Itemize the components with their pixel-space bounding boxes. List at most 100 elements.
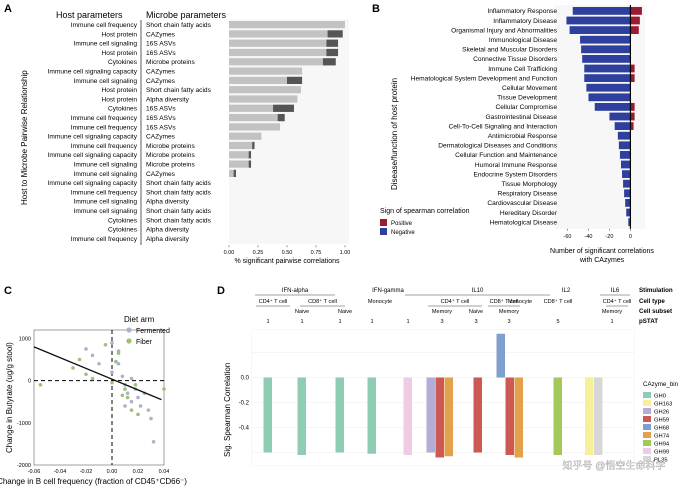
microbe-label: Alpha diversity	[146, 199, 190, 206]
panel-b-letter: B	[372, 3, 380, 15]
microbe-label: Short chain fatty acids	[146, 217, 212, 224]
legend-swatch-gh0	[643, 392, 651, 398]
bar-a	[229, 86, 301, 94]
legend-label-gh68: GH68	[654, 426, 669, 432]
stimulation-label: IL10	[472, 288, 484, 294]
bar-positive	[630, 74, 635, 82]
bar-negative	[619, 151, 631, 159]
microbe-label: CAZymes	[146, 78, 176, 85]
microbe-label: Microbe proteins	[146, 59, 195, 66]
scatter-point-fiber	[38, 383, 43, 387]
disease-label: Gastrointestinal Disease	[486, 114, 558, 121]
panel-d-letter: D	[217, 285, 225, 297]
disease-label: Antimicrobial Response	[488, 133, 558, 140]
microbe-label: CAZymes	[146, 171, 176, 178]
scatter-point-fiber	[120, 393, 125, 398]
legend-label-gh26: GH26	[654, 410, 669, 416]
disease-label: Skeletal and Muscular Disorders	[462, 47, 558, 54]
bar-negative	[624, 189, 631, 198]
celltype-label: CD8⁺ T cell	[490, 298, 519, 305]
bar-negative	[614, 122, 631, 130]
host-label: Host protein	[101, 50, 137, 57]
disease-label: Tissue Morphology	[502, 181, 558, 188]
host-label: Immune cell frequency	[71, 22, 138, 29]
host-label: Immune cell signaling	[74, 78, 138, 85]
legend-swatch-gh94	[643, 440, 651, 446]
scatter-point-fiber	[136, 412, 140, 417]
legend-fiber-swatch	[126, 338, 132, 344]
microbe-label: 16S ASVs	[146, 50, 176, 57]
bar-negative	[586, 83, 631, 92]
legend-label-gh0: GH0	[654, 394, 666, 400]
host-label: Host protein	[101, 96, 137, 103]
bar-d-gh74	[444, 377, 453, 457]
host-label: Host protein	[101, 87, 137, 94]
microbe-label: 16S ASVs	[146, 41, 176, 48]
host-label: Cytokines	[108, 106, 138, 113]
bar-d-pl35	[594, 377, 603, 455]
microbe-label: Short chain fatty acids	[146, 87, 212, 94]
bar-a-dark	[322, 58, 336, 66]
tick-label-c-x: -0.06	[28, 469, 41, 475]
host-label: Immune cell frequency	[71, 143, 138, 150]
celltype-label: CD4⁺ T cell	[259, 298, 288, 305]
microbe-label: Microbe proteins	[146, 143, 195, 150]
celltype-label: CD8⁺ T cell	[544, 298, 573, 305]
bar-negative	[572, 7, 631, 15]
microbe-label: Short chain fatty acids	[146, 189, 212, 196]
header-row-label: pSTAT	[639, 318, 658, 325]
host-label: Immune cell signaling	[74, 208, 138, 215]
bar-a	[229, 123, 281, 131]
disease-label: Cellular Movement	[502, 85, 557, 92]
bar-negative	[594, 103, 631, 111]
disease-label: Hematological Disease	[490, 219, 558, 226]
host-label: Immune cell signaling capacity	[48, 134, 138, 141]
host-label: Immune cell frequency	[71, 236, 138, 243]
microbe-label: CAZymes	[146, 69, 176, 76]
stimulation-label: IFN-gamma	[372, 288, 404, 294]
disease-label: Hematological System Development and Fun…	[411, 75, 558, 82]
pstat-label: 1	[610, 319, 613, 325]
legend-label-pl35: PL35	[654, 458, 668, 464]
tick-label-d: -0.4	[239, 426, 250, 432]
scatter-point-fermented	[129, 376, 134, 381]
scatter-point-fermented	[149, 416, 153, 421]
panel-c-legend-title: Diet arm	[124, 315, 155, 324]
tick-label-c-y: 1000	[19, 336, 31, 342]
bar-negative	[628, 218, 631, 226]
panel-d: D Stimulation Cell type Cell subset pSTAT IF…	[217, 285, 679, 472]
pstat-label: 1	[266, 319, 269, 325]
bar-positive	[630, 16, 640, 25]
subset-label: Memory	[432, 309, 452, 315]
bar-d-gh0	[297, 377, 306, 455]
fit-line-c	[33, 346, 162, 401]
host-label: Immune cell signaling capacity	[48, 152, 138, 159]
scatter-point-fiber	[114, 359, 118, 364]
pstat-label: 3	[440, 319, 443, 325]
host-label: Cytokines	[108, 59, 138, 66]
disease-label: Cellular Function and Maintenance	[455, 152, 557, 159]
scatter-point-fermented	[90, 353, 95, 358]
bar-positive	[630, 122, 634, 130]
bar-d-gh59	[473, 377, 482, 453]
header-row-label: Cell subset	[639, 308, 672, 315]
host-label: Immune cell frequency	[71, 124, 138, 131]
bar-negative	[584, 64, 631, 73]
bar-positive	[630, 112, 635, 121]
microbe-label: CAZymes	[146, 31, 176, 38]
disease-label: Cellular Compromise	[495, 104, 557, 111]
tick-label-c-y: -2000	[17, 463, 31, 469]
bar-positive	[630, 64, 635, 73]
scatter-point-fermented	[97, 361, 101, 366]
legend-swatch-gh26	[643, 408, 651, 414]
tick-label-c-y: 0	[28, 379, 31, 385]
bar-negative	[617, 131, 631, 140]
bar-d-gh0	[367, 377, 376, 454]
legend-swatch-gh59	[643, 416, 651, 422]
panel-a-letter: A	[4, 3, 12, 15]
disease-label: Immunological Disease	[489, 37, 557, 44]
bar-d-gh59	[505, 377, 514, 455]
bar-a	[229, 104, 294, 112]
pstat-label: 1	[300, 319, 303, 325]
